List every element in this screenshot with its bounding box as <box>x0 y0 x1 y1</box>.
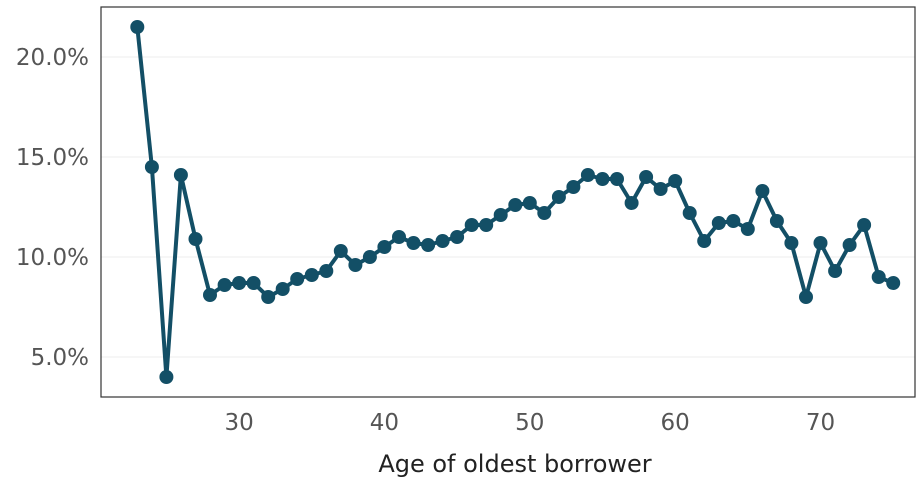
data-point <box>203 288 217 302</box>
data-point <box>319 264 334 278</box>
data-point <box>246 276 261 290</box>
data-point <box>508 198 523 212</box>
data-point <box>842 238 857 252</box>
data-point <box>377 240 392 254</box>
data-point <box>290 272 305 286</box>
data-point <box>871 270 886 284</box>
y-tick-label: 20.0% <box>16 45 89 71</box>
plot-border <box>100 6 916 398</box>
data-point <box>435 234 450 248</box>
y-tick-label: 10.0% <box>16 245 89 271</box>
data-point <box>275 282 290 296</box>
data-point <box>304 268 319 282</box>
data-point <box>421 238 436 252</box>
data-point <box>566 180 581 194</box>
x-tick-label: 40 <box>370 410 399 436</box>
data-point <box>493 208 508 222</box>
y-tick-label: 15.0% <box>16 145 89 171</box>
x-axis-tick-labels: 30 40 50 60 70 <box>224 410 835 436</box>
y-axis-tick-labels: 5.0% 10.0% 15.0% 20.0% <box>16 45 89 371</box>
gridlines <box>101 56 915 358</box>
data-point <box>769 214 784 228</box>
data-point <box>697 234 712 248</box>
data-point <box>857 218 872 232</box>
data-point <box>610 172 624 186</box>
data-point <box>130 20 145 34</box>
x-axis-title: Age of oldest borrower <box>378 450 651 477</box>
data-point <box>362 250 377 264</box>
data-point <box>551 190 566 204</box>
data-point <box>886 276 901 290</box>
data-point <box>784 236 799 250</box>
x-tick-label: 70 <box>806 410 835 436</box>
data-point <box>522 196 537 210</box>
data-point <box>740 222 755 236</box>
x-tick-label: 50 <box>515 410 544 436</box>
data-point <box>450 230 465 244</box>
data-point <box>159 370 174 384</box>
data-point <box>624 196 639 210</box>
data-point <box>595 172 610 186</box>
data-point <box>188 232 203 246</box>
data-point <box>464 218 479 232</box>
x-tick-label: 30 <box>224 410 253 436</box>
data-point <box>799 290 813 304</box>
data-point <box>173 168 188 182</box>
y-tick-label: 5.0% <box>31 345 89 371</box>
data-point <box>479 218 494 232</box>
data-point <box>348 258 363 272</box>
data-point <box>711 216 726 230</box>
data-point <box>232 276 247 290</box>
data-point <box>639 170 654 184</box>
data-point <box>333 244 348 258</box>
data-point <box>726 214 741 228</box>
data-point <box>261 290 276 304</box>
data-point <box>813 236 828 250</box>
data-point <box>653 182 668 196</box>
data-point <box>682 206 697 220</box>
data-point <box>537 206 552 220</box>
data-point <box>392 230 406 244</box>
data-point <box>755 184 770 198</box>
data-point <box>668 174 683 188</box>
data-point <box>406 236 421 250</box>
data-point <box>144 160 159 174</box>
data-point <box>828 264 843 278</box>
data-point <box>580 168 595 182</box>
data-point <box>217 278 232 292</box>
data-points <box>130 20 901 384</box>
x-tick-label: 60 <box>661 410 690 436</box>
